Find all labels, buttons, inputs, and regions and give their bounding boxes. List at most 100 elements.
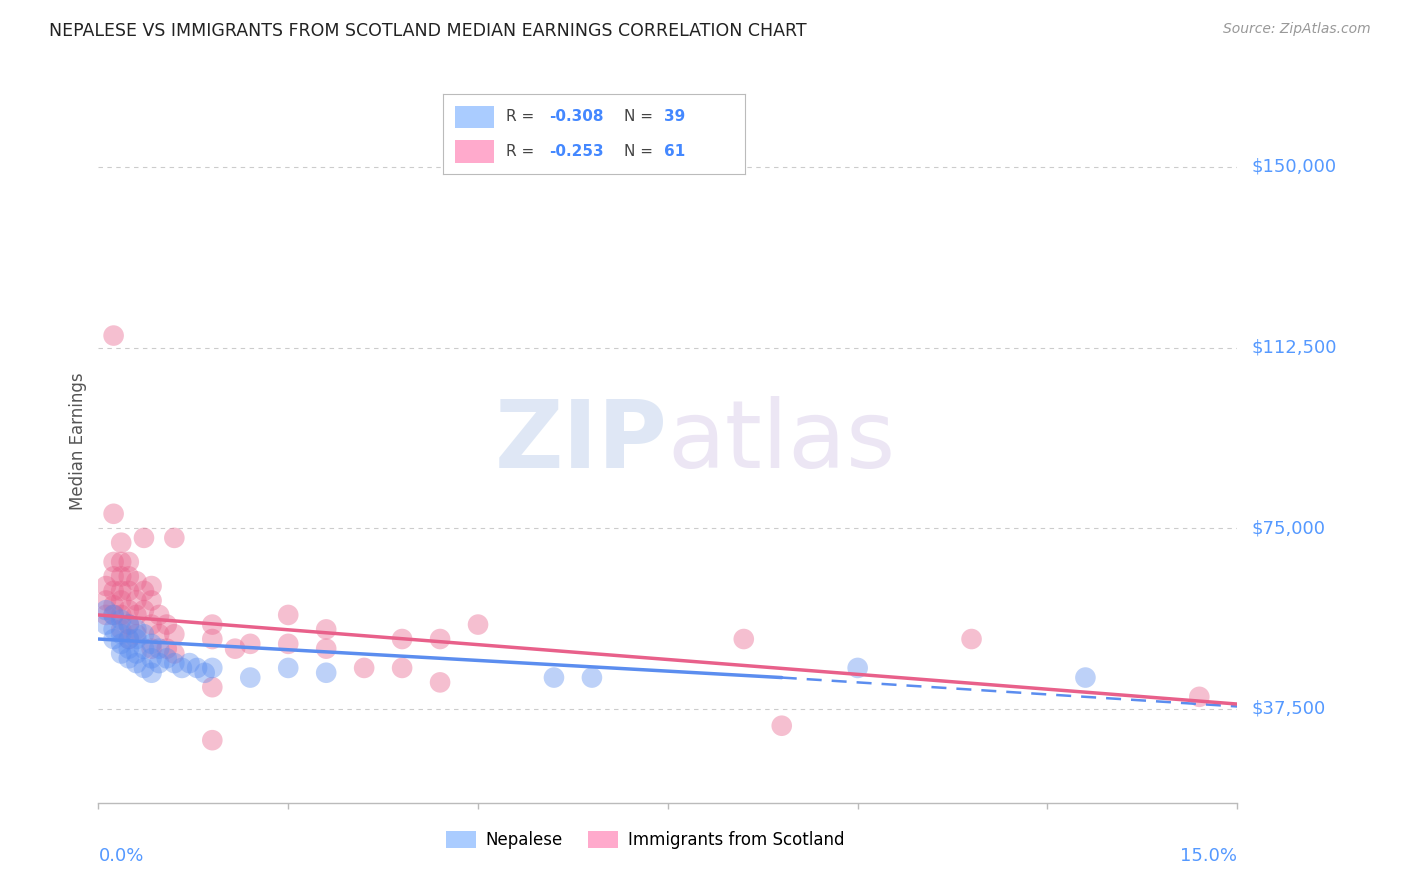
Point bbox=[103, 632, 125, 646]
Point bbox=[141, 651, 163, 665]
Point bbox=[103, 623, 125, 637]
Text: N =: N = bbox=[624, 109, 658, 124]
Point bbox=[846, 661, 869, 675]
Point bbox=[94, 593, 117, 607]
Bar bbox=[456, 106, 495, 128]
Point bbox=[156, 617, 179, 632]
Point bbox=[132, 603, 155, 617]
Point bbox=[201, 632, 224, 646]
Point bbox=[201, 733, 224, 747]
Text: 39: 39 bbox=[664, 109, 685, 124]
Point bbox=[543, 671, 565, 685]
Bar bbox=[456, 140, 495, 162]
Point bbox=[125, 627, 148, 641]
Point bbox=[118, 651, 141, 665]
Text: N =: N = bbox=[624, 144, 658, 159]
Point bbox=[132, 641, 155, 656]
Point bbox=[315, 623, 337, 637]
Text: atlas: atlas bbox=[668, 395, 896, 488]
Point bbox=[118, 632, 141, 646]
Text: $75,000: $75,000 bbox=[1251, 519, 1326, 537]
Point bbox=[125, 647, 148, 661]
Point bbox=[148, 607, 170, 622]
Point bbox=[118, 555, 141, 569]
Point bbox=[132, 531, 155, 545]
Point bbox=[110, 555, 132, 569]
Text: ZIP: ZIP bbox=[495, 395, 668, 488]
Point bbox=[94, 617, 117, 632]
Point bbox=[132, 661, 155, 675]
Point bbox=[118, 583, 141, 598]
Point bbox=[141, 641, 163, 656]
Point bbox=[118, 632, 141, 646]
Point bbox=[186, 661, 208, 675]
Point bbox=[110, 613, 132, 627]
Text: 0.0%: 0.0% bbox=[98, 847, 143, 865]
Point bbox=[110, 535, 132, 549]
Text: $37,500: $37,500 bbox=[1251, 700, 1326, 718]
Text: -0.308: -0.308 bbox=[548, 109, 603, 124]
Point bbox=[125, 593, 148, 607]
Point bbox=[110, 647, 132, 661]
Point bbox=[110, 623, 132, 637]
Point bbox=[110, 627, 132, 641]
Point bbox=[733, 632, 755, 646]
Point bbox=[94, 579, 117, 593]
Point bbox=[148, 627, 170, 641]
Point bbox=[770, 719, 793, 733]
Point bbox=[103, 328, 125, 343]
Point bbox=[429, 675, 451, 690]
Point bbox=[94, 603, 117, 617]
Point bbox=[141, 593, 163, 607]
Point bbox=[141, 617, 163, 632]
Point bbox=[110, 637, 132, 651]
Point bbox=[148, 641, 170, 656]
Point bbox=[110, 583, 132, 598]
Legend: Nepalese, Immigrants from Scotland: Nepalese, Immigrants from Scotland bbox=[439, 824, 851, 856]
Y-axis label: Median Earnings: Median Earnings bbox=[69, 373, 87, 510]
Point bbox=[353, 661, 375, 675]
Text: R =: R = bbox=[506, 109, 540, 124]
Point bbox=[391, 632, 413, 646]
Point bbox=[132, 583, 155, 598]
Point bbox=[277, 607, 299, 622]
Point bbox=[110, 569, 132, 583]
Point bbox=[110, 593, 132, 607]
Point bbox=[118, 603, 141, 617]
Point bbox=[125, 632, 148, 646]
Point bbox=[960, 632, 983, 646]
Text: $150,000: $150,000 bbox=[1251, 158, 1336, 176]
Point bbox=[239, 671, 262, 685]
Point bbox=[118, 617, 141, 632]
Point bbox=[125, 574, 148, 589]
Point bbox=[277, 637, 299, 651]
Text: 61: 61 bbox=[664, 144, 685, 159]
Point bbox=[103, 507, 125, 521]
Point bbox=[103, 607, 125, 622]
Point bbox=[170, 661, 193, 675]
Point bbox=[103, 599, 125, 613]
Point bbox=[201, 617, 224, 632]
Point bbox=[467, 617, 489, 632]
Point bbox=[239, 637, 262, 651]
Point bbox=[103, 607, 125, 622]
Point bbox=[110, 607, 132, 622]
Point bbox=[141, 637, 163, 651]
Point bbox=[429, 632, 451, 646]
Point bbox=[103, 569, 125, 583]
Point bbox=[201, 661, 224, 675]
Point bbox=[201, 680, 224, 694]
Point bbox=[103, 555, 125, 569]
Point bbox=[391, 661, 413, 675]
Text: -0.253: -0.253 bbox=[548, 144, 603, 159]
Point bbox=[224, 641, 246, 656]
Point bbox=[581, 671, 603, 685]
Text: R =: R = bbox=[506, 144, 540, 159]
Point bbox=[315, 665, 337, 680]
Text: NEPALESE VS IMMIGRANTS FROM SCOTLAND MEDIAN EARNINGS CORRELATION CHART: NEPALESE VS IMMIGRANTS FROM SCOTLAND MED… bbox=[49, 22, 807, 40]
Point bbox=[156, 651, 179, 665]
Point bbox=[118, 569, 141, 583]
Point bbox=[163, 647, 186, 661]
Point bbox=[125, 623, 148, 637]
Point bbox=[118, 641, 141, 656]
